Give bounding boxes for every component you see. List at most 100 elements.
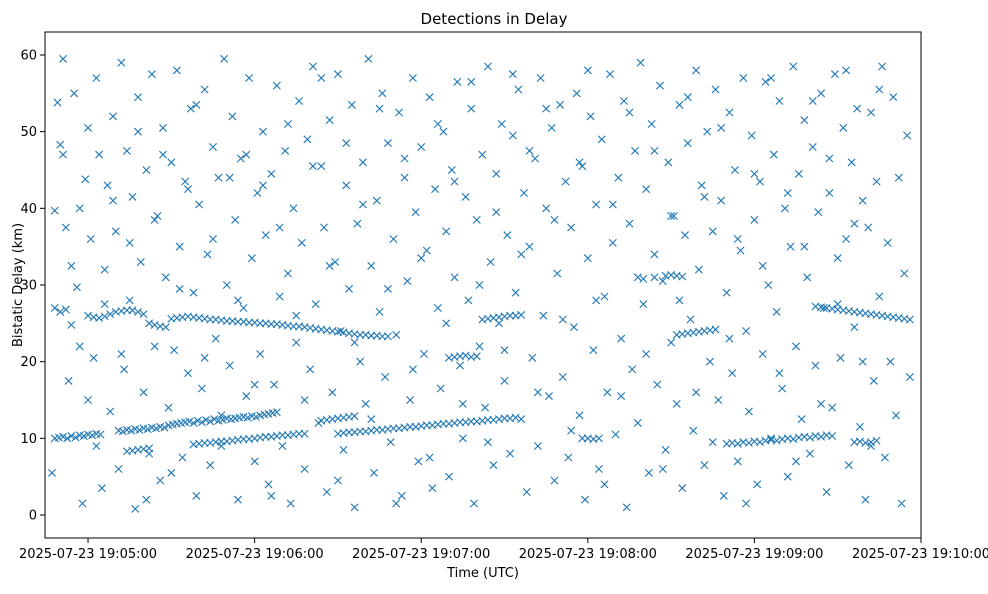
data-point-clutter-207 (622, 503, 631, 512)
data-point-clutter-211 (633, 419, 642, 427)
data-point-clutter-384 (667, 212, 676, 220)
data-point-track-lower-13 (118, 427, 127, 436)
data-point-clutter-187 (567, 223, 576, 232)
data-point-clutter-298 (875, 292, 884, 301)
data-point-clutter-249 (739, 74, 748, 82)
data-point-clutter-242 (719, 491, 728, 500)
data-point-clutter-378 (617, 392, 626, 401)
data-point-clutter-246 (730, 166, 739, 174)
data-point-clutter-228 (681, 231, 689, 240)
data-point-clutter-186 (564, 453, 573, 462)
data-point-clutter-237 (705, 357, 714, 366)
data-point-clutter-30 (131, 504, 140, 513)
data-point-clutter-98 (320, 223, 329, 232)
data-point-clutter-179 (544, 392, 553, 401)
data-point-clutter-17 (95, 150, 104, 159)
data-point-track-lower-29 (185, 417, 194, 426)
data-point-clutter-356 (433, 120, 442, 128)
x-tick-label: 2025-07-23 19:10:00 (852, 547, 988, 562)
data-point-clutter-346 (350, 338, 359, 347)
data-point-clutter-354 (417, 254, 426, 263)
data-point-clutter-42 (164, 403, 173, 412)
data-point-clutter-123 (389, 235, 398, 243)
data-point-clutter-7 (67, 320, 76, 329)
data-point-clutter-66 (231, 215, 240, 224)
data-point-clutter-239 (711, 85, 720, 94)
data-point-clutter-317 (109, 196, 118, 205)
data-point-clutter-310 (50, 304, 59, 312)
data-point-clutter-48 (181, 177, 190, 186)
data-point-clutter-221 (661, 445, 670, 454)
data-point-track-lower-3 (63, 434, 72, 443)
data-point-clutter-182 (553, 269, 562, 278)
data-point-clutter-252 (747, 131, 756, 140)
data-point-clutter-254 (753, 480, 762, 489)
data-point-clutter-232 (692, 66, 701, 75)
data-point-clutter-318 (117, 350, 126, 358)
x-axis-label: Time (UTC) (446, 566, 519, 581)
data-point-clutter-4 (59, 54, 68, 63)
data-point-clutter-198 (597, 135, 606, 144)
y-tick-label: 50 (20, 125, 37, 140)
data-point-clutter-158 (486, 258, 495, 266)
data-point-clutter-135 (422, 246, 431, 255)
data-point-clutter-330 (217, 442, 226, 450)
data-point-clutter-26 (120, 365, 129, 374)
data-point-clutter-223 (667, 338, 676, 347)
data-point-clutter-61 (217, 411, 226, 420)
data-point-clutter-23 (111, 227, 120, 236)
data-point-clutter-208 (625, 219, 634, 228)
data-point-clutter-245 (728, 369, 737, 378)
data-point-clutter-266 (786, 242, 795, 251)
data-point-clutter-261 (772, 307, 781, 316)
data-point-track-lower-32 (197, 418, 206, 427)
data-point-clutter-199 (600, 292, 609, 301)
data-point-clutter-143 (444, 472, 453, 481)
data-point-clutter-363 (492, 208, 501, 217)
data-point-clutter-5 (61, 223, 70, 232)
data-point-clutter-365 (508, 70, 517, 79)
data-point-clutter-295 (867, 108, 876, 117)
data-point-track-lower-7 (79, 432, 88, 441)
data-point-clutter-282 (830, 70, 839, 79)
data-point-track-upper-14 (150, 320, 159, 329)
data-point-clutter-406 (850, 219, 859, 228)
data-point-clutter-15 (89, 353, 98, 362)
data-point-clutter-139 (433, 304, 442, 312)
data-point-clutter-28 (125, 296, 134, 305)
data-point-clutter-402 (817, 399, 826, 408)
data-point-clutter-202 (608, 238, 617, 247)
data-point-clutter-305 (894, 173, 903, 182)
data-point-clutter-367 (525, 146, 534, 155)
data-point-clutter-250 (742, 327, 751, 335)
data-point-clutter-385 (675, 296, 684, 305)
data-point-clutter-166 (508, 131, 517, 140)
data-point-clutter-168 (514, 85, 523, 94)
data-point-track-upper-12 (139, 310, 148, 319)
data-point-clutter-360 (467, 77, 476, 86)
data-point-clutter-229 (683, 139, 692, 148)
data-point-clutter-379 (625, 108, 634, 117)
data-point-clutter-141 (439, 127, 448, 136)
data-point-clutter-14 (86, 235, 95, 243)
data-point-track-lower-125 (744, 438, 753, 447)
data-point-clutter-191 (578, 162, 587, 171)
data-point-clutter-197 (594, 465, 603, 473)
data-point-clutter-105 (339, 445, 348, 454)
data-point-clutter-382 (650, 146, 659, 155)
data-point-clutter-377 (608, 200, 617, 209)
data-point-clutter-247 (733, 457, 742, 466)
data-point-clutter-67 (233, 495, 242, 504)
data-point-clutter-366 (517, 250, 526, 259)
data-point-clutter-329 (208, 235, 217, 243)
data-point-track-upper-2 (84, 311, 93, 320)
data-point-track-lower-120 (594, 434, 603, 443)
data-point-clutter-240 (714, 396, 723, 404)
data-point-clutter-33 (139, 388, 148, 397)
data-point-track-lower-35 (210, 415, 219, 424)
data-point-clutter-173 (528, 353, 537, 362)
data-point-clutter-109 (350, 503, 359, 512)
data-point-clutter-344 (333, 476, 342, 485)
data-point-track-lower-123 (733, 439, 742, 448)
